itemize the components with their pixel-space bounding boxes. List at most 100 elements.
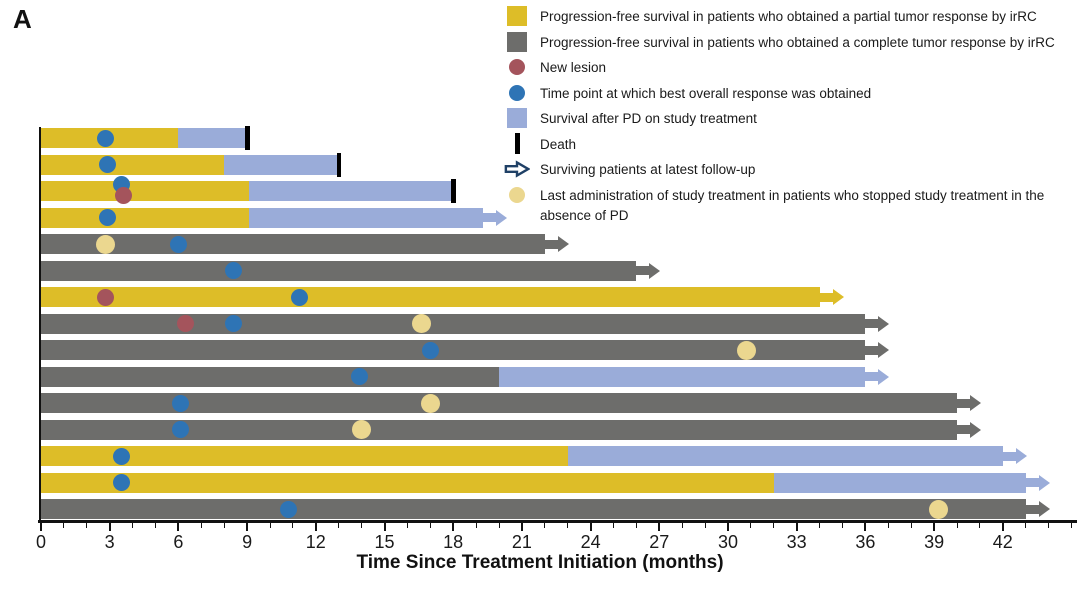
x-axis-major-tick — [452, 522, 455, 531]
followup-arrow-head — [495, 209, 507, 226]
legend-item: Time point at which best overall respons… — [504, 83, 1076, 104]
best_response-marker — [224, 262, 242, 279]
x-axis-minor-tick — [819, 522, 821, 528]
x-axis-minor-tick — [979, 522, 981, 528]
followup-arrow-stem — [544, 239, 558, 249]
followup-arrow-head — [832, 289, 844, 305]
death-marker — [336, 152, 342, 177]
x-axis-minor-tick — [750, 522, 752, 528]
x-axis-minor-tick — [910, 522, 912, 528]
followup-arrow-head — [1038, 474, 1050, 491]
x-axis-tick-label: 0 — [35, 532, 47, 552]
followup-arrow-stem — [957, 398, 970, 408]
followup-arrow-head — [970, 421, 981, 438]
legend-circle-swatch-icon — [504, 83, 530, 103]
x-axis-major-tick — [795, 522, 798, 531]
pfs_partial-swatch-icon — [507, 6, 527, 26]
bar-segment-pfs_partial — [41, 287, 820, 307]
followup-arrow-stem — [819, 292, 833, 302]
legend-square-swatch-icon — [504, 6, 530, 26]
x-axis-major-tick — [864, 522, 867, 531]
legend-label: New lesion — [540, 60, 607, 76]
x-axis-title: Time Since Treatment Initiation (months) — [356, 552, 724, 573]
best_response-marker — [224, 315, 242, 332]
bar-segment-pfs_complete — [41, 313, 866, 334]
x-axis-minor-tick — [338, 522, 340, 528]
x-axis-minor-tick — [544, 522, 546, 528]
x-axis-major-tick — [383, 522, 386, 531]
x-axis-tick-label: 30 — [717, 532, 739, 552]
followup-arrow-head — [1015, 448, 1027, 464]
x-axis-minor-tick — [155, 522, 156, 528]
followup-arrow-stem — [1025, 478, 1039, 487]
surviving-arrow-icon — [504, 159, 530, 179]
legend-item: New lesion — [504, 57, 1076, 78]
best_response-marker — [112, 474, 130, 491]
x-axis-tick-label: 24 — [580, 532, 601, 552]
best_response-marker — [96, 129, 114, 147]
bar-segment-post_pd — [224, 154, 339, 175]
legend-label: Surviving patients at latest follow-up — [540, 162, 756, 178]
x-axis-minor-tick — [842, 522, 843, 528]
legend-item: Survival after PD on study treatment — [504, 108, 1076, 129]
followup-arrow-head — [1038, 501, 1050, 517]
followup-arrow-stem — [1025, 504, 1039, 514]
best_response-marker — [291, 288, 309, 306]
x-axis-tick-label: 33 — [786, 532, 807, 552]
x-axis-tick-label: 15 — [374, 532, 395, 552]
x-axis-tick-label: 36 — [855, 532, 876, 552]
death-bar-icon — [514, 133, 520, 155]
x-axis-tick-label: 6 — [173, 532, 184, 552]
x-axis-tick-label: 3 — [104, 532, 115, 552]
last_admin-marker — [420, 393, 440, 413]
x-axis-minor-tick — [406, 522, 408, 528]
x-axis-major-tick — [246, 522, 249, 531]
x-axis-major-tick — [727, 522, 729, 531]
x-axis-major-tick — [589, 522, 592, 531]
followup-arrow-head — [878, 315, 890, 332]
legend-label: Progression-free survival in patients wh… — [540, 9, 1037, 24]
x-axis-minor-tick — [475, 522, 477, 528]
x-axis-minor-tick — [223, 522, 225, 528]
bar-segment-post_pd — [499, 366, 866, 387]
bar-segment-post_pd — [773, 472, 1026, 493]
legend-square-swatch-icon — [504, 108, 530, 129]
legend: Progression-free survival in patients wh… — [504, 6, 1076, 230]
followup-arrow-stem — [957, 425, 970, 434]
best_response-marker — [98, 156, 116, 173]
legend-label: Progression-free survival in patients wh… — [540, 34, 1055, 50]
x-axis-line — [38, 520, 1077, 523]
pfs_complete-swatch-icon — [507, 31, 527, 52]
bar-segment-pfs_complete — [41, 419, 957, 440]
legend-item: Progression-free survival in patients wh… — [504, 6, 1076, 27]
legend-circle-swatch-icon — [504, 57, 530, 77]
x-axis-tick-label: 39 — [924, 532, 945, 552]
arrow-glyph-icon — [504, 160, 530, 178]
bar-segment-pfs_complete — [41, 260, 637, 281]
post_pd-swatch-icon — [507, 108, 527, 129]
legend-circle-swatch-icon — [504, 185, 530, 205]
bar-segment-pfs_partial — [41, 181, 250, 201]
best_response-marker — [279, 500, 297, 518]
last_admin-marker — [736, 340, 756, 360]
x-axis-minor-tick — [200, 522, 202, 528]
x-axis-minor-tick — [635, 522, 637, 528]
followup-arrow-stem — [482, 213, 496, 222]
x-axis-minor-tick — [269, 522, 271, 528]
x-axis-tick-label: 27 — [649, 532, 670, 552]
x-axis-minor-tick — [681, 522, 683, 528]
bar-segment-post_pd — [178, 128, 248, 148]
bar-segment-pfs_complete — [41, 234, 545, 254]
x-axis-major-tick — [314, 522, 317, 531]
x-axis-minor-tick — [567, 522, 569, 528]
x-axis-minor-tick — [1071, 522, 1072, 528]
last_admin-marker — [929, 499, 949, 519]
legend-item: Surviving patients at latest follow-up — [504, 159, 1076, 180]
death-marker — [451, 179, 456, 203]
bar-segment-pfs_complete — [41, 499, 1026, 519]
legend-label: Death — [540, 136, 577, 152]
x-axis-major-tick — [520, 522, 523, 531]
followup-arrow-stem — [865, 345, 879, 355]
last_admin-marker — [352, 420, 372, 439]
